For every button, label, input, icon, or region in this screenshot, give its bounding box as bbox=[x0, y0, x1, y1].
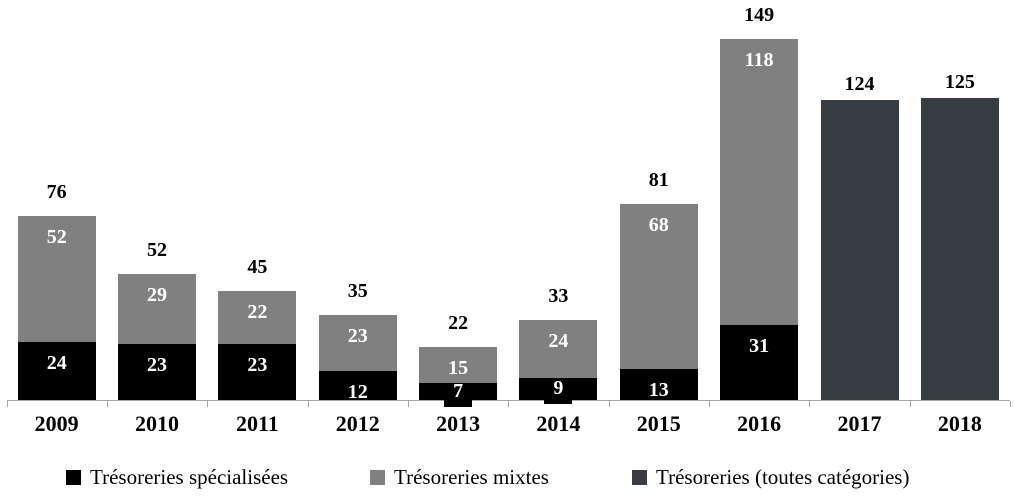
segment-label: 24 bbox=[548, 330, 569, 353]
segment-label: 52 bbox=[46, 226, 67, 249]
segment-label: 23 bbox=[247, 354, 268, 377]
bar-segment bbox=[920, 97, 999, 400]
bar-total-label: 45 bbox=[247, 256, 268, 279]
x-axis-line bbox=[6, 400, 1010, 401]
bar-segment: 31 bbox=[720, 325, 799, 400]
bar-total-label: 81 bbox=[648, 169, 669, 191]
bar-segment: 13 bbox=[619, 368, 698, 401]
bar-segment: 22 bbox=[218, 291, 297, 345]
x-axis-label: 2012 bbox=[335, 411, 380, 436]
segment-label: 31 bbox=[749, 335, 770, 357]
x-axis-tick bbox=[708, 401, 710, 407]
bar-total-label: 125 bbox=[944, 70, 975, 93]
segment-label: 12 bbox=[347, 381, 368, 403]
segment-label: 22 bbox=[247, 301, 268, 324]
legend-item: Trésoreries spécialisées bbox=[66, 465, 288, 489]
segment-label: 23 bbox=[347, 325, 368, 348]
bar-segment: 118 bbox=[720, 39, 799, 325]
segment-label: 24 bbox=[46, 351, 67, 374]
bar-segment: 23 bbox=[318, 315, 397, 371]
x-axis-tick bbox=[6, 401, 8, 407]
x-axis-tick bbox=[106, 401, 108, 407]
x-axis-tick bbox=[407, 401, 409, 407]
legend-label: Trésoreries (toutes catégories) bbox=[656, 465, 910, 489]
segment-label: 68 bbox=[648, 214, 669, 236]
bar-total-label: 33 bbox=[548, 285, 569, 308]
bar-segment: 68 bbox=[619, 204, 698, 369]
segment-label: 13 bbox=[648, 378, 669, 401]
bar-total-label: 22 bbox=[448, 311, 469, 334]
x-axis-tick bbox=[207, 401, 209, 407]
legend-label: Trésoreries mixtes bbox=[394, 465, 549, 489]
legend-item: Trésoreries (toutes catégories) bbox=[632, 465, 909, 489]
x-axis-label: 2016 bbox=[737, 411, 782, 436]
legend-item: Trésoreries mixtes bbox=[370, 465, 549, 489]
segment-label: 9 bbox=[544, 374, 573, 405]
segment-label: 23 bbox=[147, 354, 167, 377]
bar-segment: 15 bbox=[419, 346, 498, 384]
x-axis-label: 2013 bbox=[436, 411, 481, 436]
bar-segment bbox=[820, 99, 899, 400]
bar-segment: 24 bbox=[17, 341, 96, 400]
x-axis-label: 2011 bbox=[235, 411, 279, 436]
bar-total-label: 76 bbox=[46, 181, 67, 204]
segment-label: 15 bbox=[448, 356, 469, 379]
x-axis-tick bbox=[307, 401, 309, 407]
bar-total-label: 149 bbox=[744, 4, 775, 27]
x-axis-label: 2014 bbox=[536, 411, 581, 436]
bar-total-label: 124 bbox=[844, 72, 875, 95]
bar-segment: 29 bbox=[118, 274, 196, 345]
x-axis-label: 2018 bbox=[937, 411, 982, 436]
x-axis-tick bbox=[1010, 401, 1011, 407]
bar-total-label: 52 bbox=[147, 239, 168, 262]
legend-swatch-icon bbox=[632, 469, 647, 485]
bar-segment: 23 bbox=[118, 344, 196, 400]
segment-label: 29 bbox=[147, 284, 167, 307]
bar-segment: 24 bbox=[519, 320, 598, 379]
x-axis-label: 2017 bbox=[837, 411, 882, 436]
x-axis-label: 2010 bbox=[135, 411, 180, 436]
bar-total-label: 35 bbox=[347, 280, 368, 303]
x-axis-tick bbox=[508, 401, 510, 407]
legend-swatch-icon bbox=[66, 469, 81, 485]
bar-segment: 52 bbox=[17, 216, 96, 342]
bar-segment: 23 bbox=[218, 344, 297, 400]
x-axis-label: 2015 bbox=[636, 411, 681, 436]
x-axis-label: 2009 bbox=[34, 411, 79, 436]
x-axis-tick bbox=[909, 401, 911, 407]
legend-swatch-icon bbox=[370, 469, 385, 485]
bar-segment: 12 bbox=[318, 371, 397, 403]
x-axis-tick bbox=[809, 401, 811, 407]
segment-label: 118 bbox=[744, 49, 774, 72]
legend-label: Trésoreries spécialisées bbox=[90, 465, 289, 489]
x-axis-tick bbox=[608, 401, 610, 407]
